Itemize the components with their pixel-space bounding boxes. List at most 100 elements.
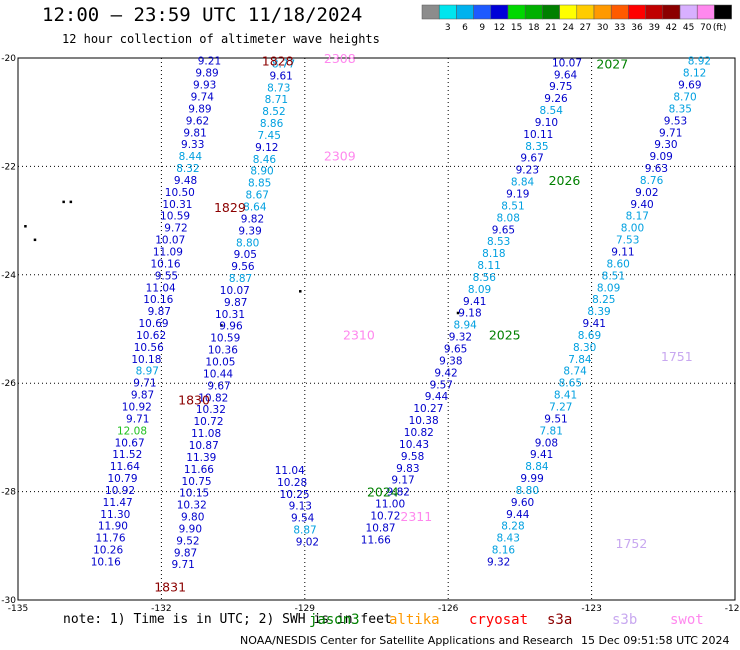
wave-height-label: 8.77 [272, 58, 295, 70]
wave-height-label: 7.45 [258, 130, 281, 142]
land-dot [456, 311, 460, 315]
scale-label: 30 [597, 23, 609, 33]
wave-height-label: 8.39 [587, 306, 610, 318]
wave-height-label: 7.81 [540, 425, 563, 437]
wave-height-label: 9.58 [401, 451, 424, 463]
wave-height-label: 10.18 [131, 354, 161, 366]
wave-height-label: 10.05 [205, 357, 235, 369]
wave-height-label: 10.92 [105, 485, 135, 497]
wave-height-label: 9.87 [131, 390, 154, 402]
wave-height-label: 8.84 [511, 177, 535, 189]
wave-height-label: 10.07 [155, 235, 185, 247]
scale-label: 21 [545, 23, 556, 33]
wave-height-label: 11.00 [375, 499, 405, 511]
chart-title: 12:00 — 23:59 UTC 11/18/2024 [42, 4, 363, 26]
y-tick-label: -24 [1, 271, 16, 281]
wave-height-label: 8.32 [176, 163, 199, 175]
wave-height-label: 10.82 [198, 392, 228, 404]
x-tick-label: -129 [295, 604, 316, 614]
wave-height-label: 9.40 [630, 199, 653, 211]
scale-swatch [679, 4, 698, 20]
pass-time-label: 2309 [324, 149, 356, 164]
wave-height-label: 9.57 [430, 379, 453, 391]
wave-height-label: 9.81 [183, 127, 206, 139]
wave-height-label: 8.30 [573, 342, 596, 354]
wave-height-label: 10.87 [366, 522, 396, 534]
wave-height-label: 8.92 [688, 56, 711, 68]
scale-swatch [490, 4, 509, 20]
wave-height-label: 9.65 [444, 344, 467, 356]
wave-height-label: 9.71 [171, 559, 194, 571]
scale-label: 18 [528, 23, 540, 33]
wave-height-label: 9.69 [678, 80, 701, 92]
pass-time-label: 1828 [262, 54, 294, 69]
scale-label: 24 [562, 23, 574, 33]
wave-height-label: 9.54 [291, 513, 315, 525]
pass-time-label: 1829 [214, 200, 246, 215]
wave-height-label: 8.08 [497, 212, 520, 224]
scale-unit-label: (ft) [713, 23, 727, 33]
wave-height-label: 9.42 [434, 367, 457, 379]
wave-height-label: 9.26 [544, 93, 568, 105]
satellite-swot: swot [670, 612, 704, 628]
wave-height-label: 10.92 [122, 402, 152, 414]
land-dot [69, 200, 73, 204]
wave-height-label: 9.64 [554, 69, 578, 81]
wave-height-label: 11.04 [275, 465, 305, 477]
satellite-s3a: s3a [547, 612, 573, 628]
wave-height-label: 9.61 [269, 70, 292, 82]
wave-height-label: 10.59 [160, 211, 190, 223]
wave-height-label: 9.96 [219, 321, 243, 333]
wave-height-label: 9.10 [535, 117, 558, 129]
wave-height-label: 9.74 [191, 91, 215, 103]
wave-height-label: 9.55 [155, 270, 178, 282]
wave-height-label: 9.93 [193, 80, 216, 92]
wave-height-label: 9.12 [255, 142, 278, 154]
wave-height-label: 8.41 [554, 390, 577, 402]
x-tick-label: -135 [8, 604, 28, 614]
land-dot [220, 324, 223, 327]
wave-height-label: 8.46 [253, 154, 277, 166]
scale-label: 36 [631, 23, 643, 33]
wave-height-label: 9.39 [238, 225, 261, 237]
wave-height-label: 9.65 [492, 224, 515, 236]
wave-height-label: 8.53 [487, 236, 510, 248]
wave-height-label: 9.89 [188, 103, 211, 115]
wave-height-label: 9.53 [664, 115, 687, 127]
scale-label: 12 [494, 23, 505, 33]
wave-height-label: 11.76 [95, 533, 125, 545]
wave-height-label: 8.71 [265, 94, 288, 106]
wave-height-values: 9.219.899.939.749.899.629.819.338.448.32… [91, 56, 711, 572]
wave-height-label: 10.16 [91, 557, 121, 569]
wave-height-label: 12.08 [117, 425, 147, 437]
scale-label: 9 [479, 23, 485, 33]
wave-height-label: 9.38 [439, 355, 462, 367]
wave-height-label: 10.15 [179, 488, 209, 500]
wave-height-label: 10.07 [552, 57, 582, 69]
wave-height-label: 9.56 [231, 261, 255, 273]
wave-height-label: 9.62 [186, 115, 209, 127]
land-dots [24, 200, 460, 327]
wave-height-label: 9.89 [195, 68, 218, 80]
wave-height-label: 11.52 [112, 449, 142, 461]
pass-time-label: 2027 [596, 56, 628, 71]
wave-height-label: 8.65 [559, 378, 582, 390]
wave-height-label: 9.23 [516, 165, 539, 177]
wave-height-label: 9.48 [174, 175, 197, 187]
satellite-altika: altika [389, 612, 440, 628]
wave-height-label: 7.27 [549, 402, 572, 414]
wave-height-label: 8.35 [525, 141, 548, 153]
pass-time-label: 2025 [489, 327, 521, 342]
scale-swatch [507, 4, 526, 20]
pass-time-label: 2026 [549, 173, 581, 188]
wave-height-label: 8.25 [592, 294, 615, 306]
wave-height-label: 8.85 [248, 178, 271, 190]
wave-height-label: 11.04 [146, 282, 176, 294]
wave-height-label: 10.28 [277, 477, 307, 489]
wave-height-label: 8.64 [243, 202, 267, 214]
land-dot [62, 200, 65, 204]
wave-height-label: 8.70 [673, 91, 696, 103]
wave-height-label: 10.11 [523, 129, 553, 141]
wave-height-label: 11.09 [153, 246, 183, 258]
